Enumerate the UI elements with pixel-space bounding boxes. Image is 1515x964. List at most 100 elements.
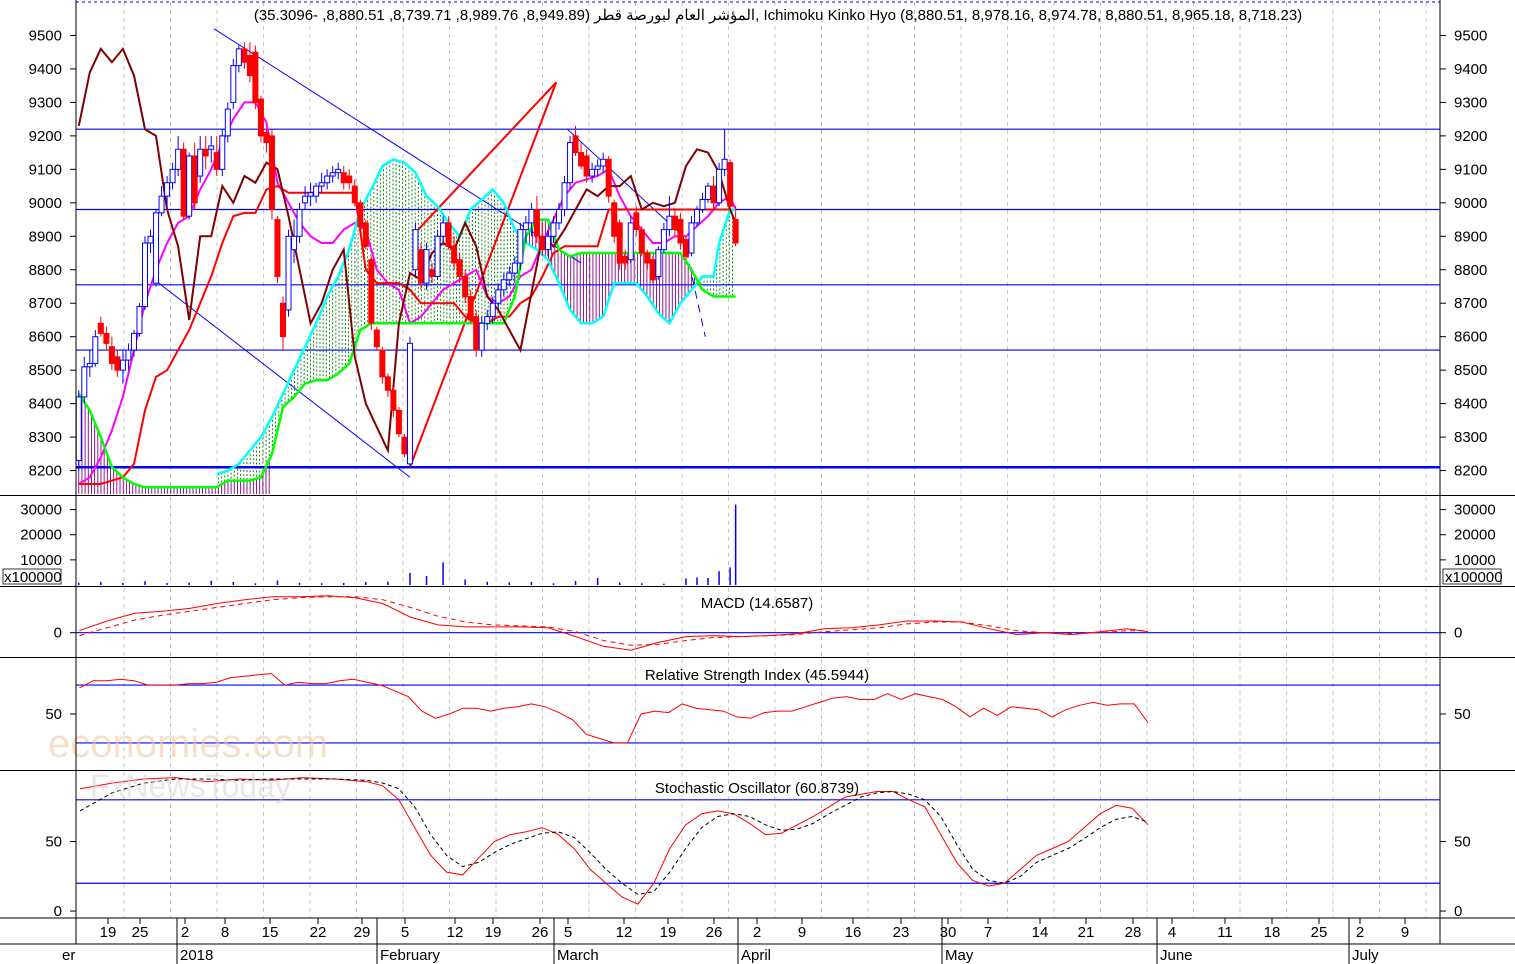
line-kijun: [78, 185, 731, 485]
stochastic-title: Stochastic Oscillator (60.8739): [655, 780, 859, 797]
stochastic-tick-left: 0: [54, 903, 62, 920]
candle-body: [478, 322, 485, 351]
rsi-panel: 50 50 Relative Strength Index (45.5944): [45, 659, 1471, 769]
candle-body: [390, 389, 397, 411]
candle-body: [727, 162, 734, 207]
price-chart-title: المؤشر العام لبورصة قطر (8,949.89, 8,989…: [254, 7, 1302, 24]
volume-tick-right: 20000: [1454, 527, 1496, 544]
candle-body: [660, 229, 667, 251]
candle-body: [307, 192, 314, 197]
candle-body: [732, 219, 739, 244]
trend-line: [158, 282, 411, 478]
x-month-label: 2018: [180, 947, 213, 964]
x-month-label: er: [62, 947, 75, 964]
candle-body: [219, 135, 226, 170]
volume-unit-box-left: [2, 568, 62, 585]
candle-body: [268, 135, 275, 211]
candle-body: [705, 185, 712, 200]
candle-body: [495, 289, 502, 304]
candle-body: [561, 182, 568, 211]
x-day-label: 9: [798, 924, 806, 941]
candle-body: [462, 275, 469, 298]
price-tick-right: 8800: [1454, 262, 1487, 279]
candle-body: [186, 155, 193, 217]
x-day-label: 4: [1168, 924, 1176, 941]
volume-unit-label-left: x100000: [4, 569, 62, 586]
x-month-label: April: [741, 947, 771, 964]
candle-body: [81, 366, 88, 398]
candle-body: [296, 209, 303, 237]
candle-body: [346, 175, 353, 184]
volume-tick-left: 10000: [20, 552, 62, 569]
candle-body: [395, 409, 402, 435]
candle-body: [721, 158, 728, 170]
volume-tick-right: 10000: [1454, 552, 1496, 569]
candle-body: [257, 98, 264, 137]
trend-line: [417, 81, 557, 231]
candle-body: [605, 158, 612, 197]
candle-body: [351, 185, 358, 204]
candle-body: [666, 215, 673, 231]
macd-title: MACD (14.6587): [701, 595, 814, 612]
x-month-label: May: [945, 947, 974, 964]
candle-body: [434, 235, 441, 277]
candle-body: [153, 212, 160, 284]
macd-panel: 0 0 MACD (14.6587): [54, 588, 1462, 656]
macd-tick-right: 0: [1454, 625, 1462, 642]
candle-body: [285, 235, 292, 311]
candle-body: [644, 252, 651, 264]
candle-body: [445, 222, 452, 247]
candle-body: [202, 148, 209, 157]
candle-body: [467, 296, 474, 321]
x-day-label: 30: [940, 924, 957, 941]
candle-body: [373, 329, 380, 348]
candle-body: [671, 215, 678, 231]
x-day-label: 25: [132, 924, 149, 941]
price-tick-right: 8600: [1454, 329, 1487, 346]
candle-body: [622, 255, 629, 264]
candle-body: [108, 346, 115, 364]
watermark-fxnewstoday: FxNewsToday: [90, 768, 291, 804]
candle-body: [97, 322, 104, 334]
candle-body: [357, 202, 364, 227]
candle-body: [213, 152, 220, 170]
price-tick-left: 8300: [29, 429, 62, 446]
candle-body: [263, 132, 270, 144]
x-day-label: 26: [532, 924, 549, 941]
candle-body: [688, 222, 695, 254]
price-tick-right: 9200: [1454, 128, 1487, 145]
candle-body: [224, 108, 231, 137]
x-month-label: June: [1160, 947, 1193, 964]
candle-body: [318, 182, 325, 187]
x-day-label: 19: [485, 924, 502, 941]
candle-body: [412, 229, 419, 271]
x-day-label: 7: [984, 924, 992, 941]
watermark-economies: economies.com: [48, 722, 328, 766]
candle-body: [302, 195, 309, 204]
candle-body: [368, 259, 375, 324]
price-tick-right: 9400: [1454, 61, 1487, 78]
candle-body: [103, 332, 110, 344]
stochastic-tick-left: 50: [45, 834, 62, 851]
candle-body: [158, 195, 165, 214]
price-tick-right: 8900: [1454, 228, 1487, 245]
candle-body: [627, 222, 634, 261]
price-tick-left: 8200: [29, 463, 62, 480]
x-day-label: 21: [1078, 924, 1095, 941]
rsi-title: Relative Strength Index (45.5944): [645, 667, 869, 684]
candle-body: [539, 235, 546, 251]
candle-body: [677, 219, 684, 244]
price-panel: 8200 8200 8300 8300 8400 8400 8500 8500 8600 8600…: [29, 1, 1487, 494]
candle-body: [506, 272, 513, 281]
price-tick-left: 9100: [29, 161, 62, 178]
candle-body: [716, 168, 723, 204]
price-tick-left: 9000: [29, 195, 62, 212]
candle-body: [589, 168, 596, 177]
candle-body: [175, 148, 182, 170]
candle-body: [649, 259, 656, 281]
candle-body: [616, 222, 623, 264]
price-tick-left: 9300: [29, 94, 62, 111]
